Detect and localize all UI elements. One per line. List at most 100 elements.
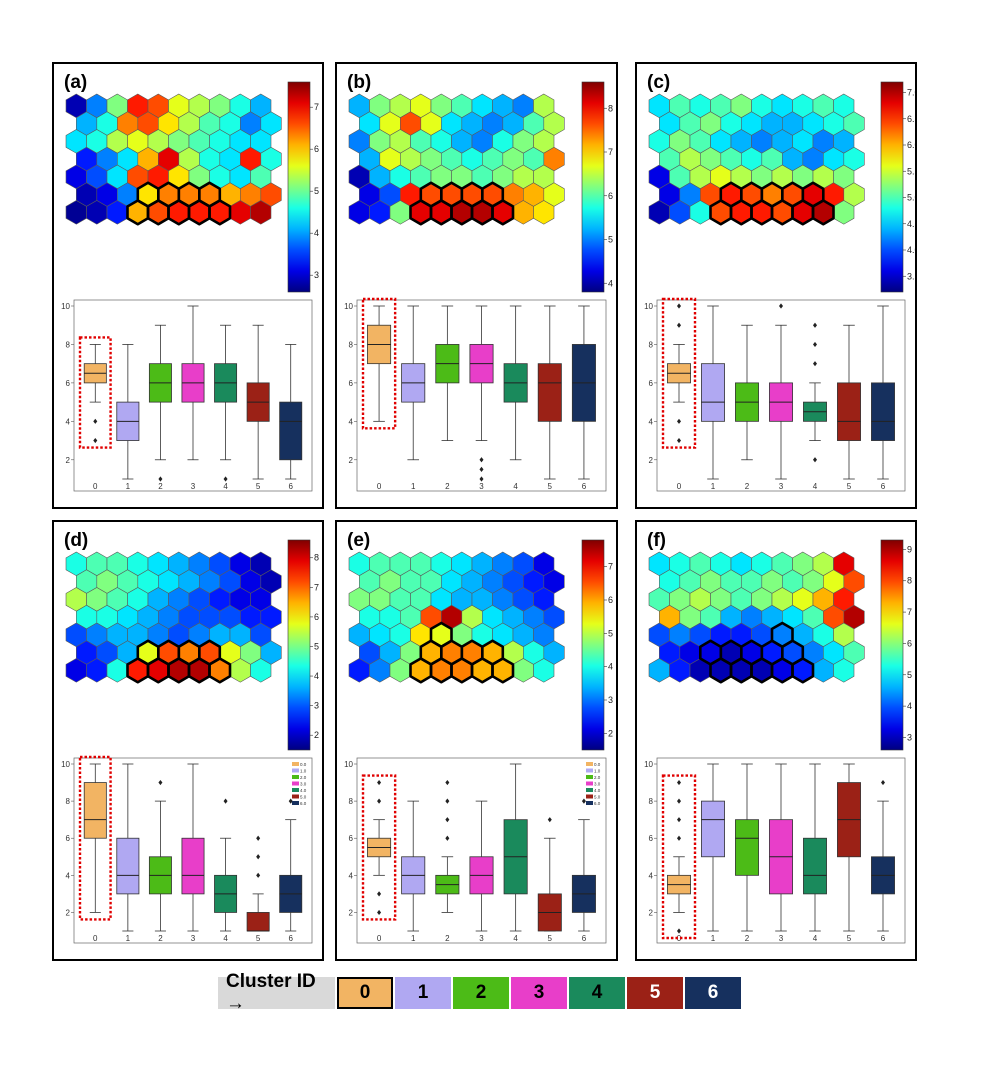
- box-5: [537, 817, 562, 932]
- highlight-box-dashed: [361, 297, 397, 430]
- y-tick-label: 4: [649, 417, 654, 426]
- y-tick-label: 10: [61, 760, 70, 769]
- x-tick-label: 2: [158, 482, 163, 491]
- som-heatmap: [348, 93, 565, 225]
- box-6: [571, 305, 596, 480]
- colorbar: [581, 539, 605, 751]
- cluster-legend-label: Cluster ID →: [218, 971, 335, 1014]
- outlier-marker: [813, 457, 817, 463]
- y-tick-label: 4: [649, 871, 654, 880]
- colorbar-tick-label: 6: [608, 595, 613, 605]
- outlier-marker: [813, 322, 817, 328]
- box-4: [214, 324, 238, 482]
- box-2: [735, 763, 759, 932]
- colorbar-tick-label: 4.5: [907, 219, 915, 229]
- x-tick-label: 5: [847, 934, 852, 943]
- outlier-marker: [445, 779, 450, 786]
- box-body: [116, 837, 140, 895]
- box-4: [503, 305, 528, 461]
- x-tick-label: 6: [582, 934, 587, 943]
- colorbar-tick-label: 5.0: [907, 193, 915, 203]
- colorbar-tick-label: 2: [314, 730, 319, 740]
- colorbar-tick-label: 6.0: [907, 140, 915, 150]
- colorbar-tick-label: 5: [314, 186, 319, 196]
- legend-swatch: [292, 768, 299, 773]
- som-cluster-outline: [409, 181, 515, 226]
- colorbar-tick-label: 8: [608, 103, 613, 113]
- colorbar-tick-label: 3: [608, 695, 613, 705]
- x-tick-label: 5: [548, 482, 553, 491]
- outlier-marker: [677, 798, 681, 804]
- box-5: [537, 305, 562, 480]
- colorbar-tick-label: 4: [314, 228, 319, 238]
- outlier-marker: [445, 835, 450, 841]
- som-cluster-outline: [126, 639, 232, 684]
- box-0: [83, 763, 107, 913]
- som-heatmap: [348, 551, 565, 683]
- outlier-marker: [547, 817, 552, 823]
- x-tick-label: 4: [223, 482, 228, 491]
- panel-label: (c): [647, 72, 670, 93]
- som-heatmap: [648, 93, 865, 225]
- y-tick-label: 8: [349, 340, 354, 349]
- box-0: [367, 305, 392, 422]
- box-2: [148, 779, 172, 932]
- x-tick-label: 0: [377, 482, 382, 491]
- x-tick-label: 0: [93, 934, 98, 943]
- highlight-box-dashed: [361, 774, 397, 921]
- legend-swatch: [292, 788, 299, 792]
- y-tick-label: 2: [66, 908, 71, 917]
- box-body: [181, 837, 205, 895]
- outlier-marker: [256, 835, 261, 841]
- som-cluster-outline: [709, 181, 835, 226]
- panel-graphic: (a) 3 4 5 6 7 2 4 6 8 10 0 1 2 3 4 5 6: [61, 72, 319, 492]
- x-tick-label: 6: [881, 482, 886, 491]
- x-tick-label: 6: [881, 934, 886, 943]
- x-tick-label: 5: [256, 934, 261, 943]
- som-cell: [833, 658, 855, 683]
- box-1: [701, 763, 725, 932]
- som-cell: [533, 658, 555, 683]
- colorbar-tick-label: 4: [907, 701, 912, 711]
- panel-graphic: (c) 3.5 4.0 4.5 5.0 5.5 6.0 6.5 7.0 2 4 6 8 10 0 1 2 3 4 5 6: [644, 72, 915, 492]
- legend-entry-label: 3.0: [594, 782, 601, 787]
- som-outline-cell: [208, 657, 232, 684]
- x-tick-label: 2: [745, 934, 750, 943]
- panel-b: (b) 4 5 6 7 8 2 4 6 8 10 0 1 2 3 4 5 6: [335, 62, 618, 509]
- y-tick-label: 8: [66, 340, 71, 349]
- outlier-marker: [445, 817, 450, 823]
- y-tick-label: 2: [66, 456, 71, 465]
- legend-entry-label: 2.0: [594, 775, 601, 780]
- x-tick-label: 1: [126, 482, 131, 491]
- outlier-marker: [93, 418, 98, 424]
- y-tick-label: 4: [66, 417, 71, 426]
- box-1: [116, 763, 140, 932]
- boxplot-legend: 0.0 1.02.0 3.04.0 5.06.0: [292, 762, 307, 806]
- highlight-box-dashed: [78, 755, 112, 921]
- x-tick-label: 1: [711, 934, 716, 943]
- colorbar-tick-label: 6: [314, 612, 319, 622]
- x-tick-label: 1: [711, 482, 716, 491]
- box-5: [837, 324, 861, 480]
- box-2: [735, 324, 759, 461]
- som-cluster-outline: [126, 181, 232, 226]
- boxplot-legend: 0.0 1.02.0 3.04.0 5.06.0: [586, 762, 601, 806]
- box-body: [803, 837, 827, 895]
- cluster-legend-item-4: 4: [569, 977, 625, 1009]
- box-0: [83, 344, 107, 444]
- outlier-marker: [479, 466, 484, 472]
- outlier-marker: [158, 779, 163, 786]
- outlier-marker: [377, 909, 382, 916]
- legend-entry-label: 4.0: [300, 788, 307, 793]
- box-1: [401, 800, 426, 932]
- legend-swatch: [292, 794, 299, 799]
- colorbar-tick-label: 7: [608, 562, 613, 572]
- box-body: [279, 401, 303, 461]
- legend-swatch: [586, 794, 593, 799]
- highlight-box-dashed: [661, 297, 697, 449]
- colorbar: [880, 539, 904, 751]
- x-tick-label: 5: [548, 934, 553, 943]
- box-4: [503, 763, 528, 932]
- y-tick-label: 4: [349, 871, 354, 880]
